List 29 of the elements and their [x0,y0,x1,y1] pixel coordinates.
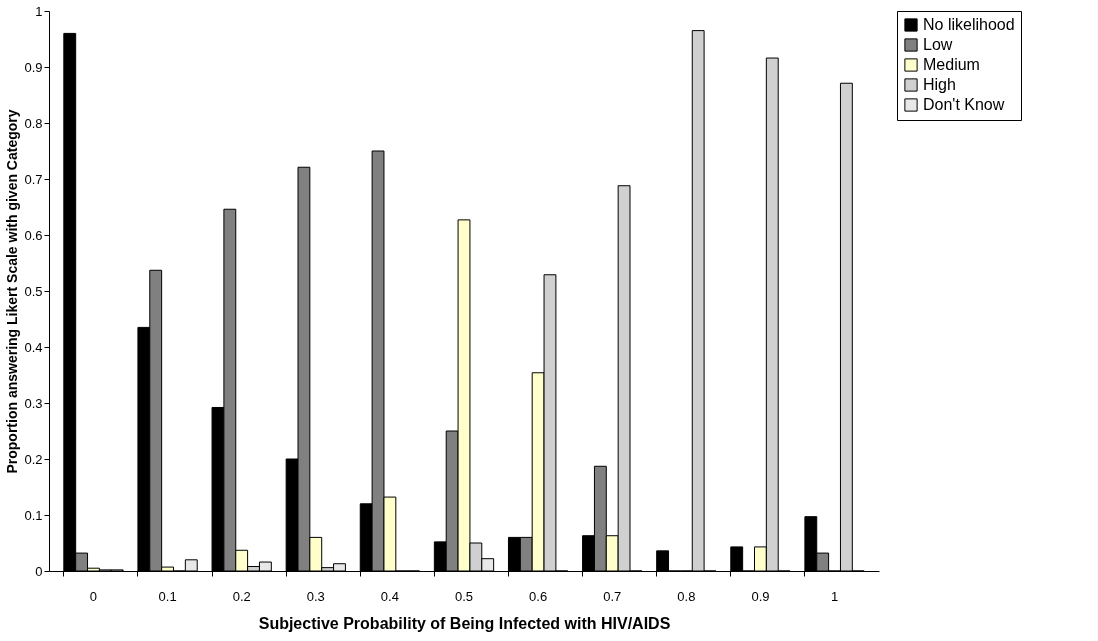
y-tick-label: 0.8 [24,115,43,131]
x-tick-label: 0.9 [751,588,770,604]
y-tick-label: 1 [35,3,43,19]
x-tick-label: 0.4 [380,588,399,604]
x-tick-label: 0 [89,588,98,604]
y-tick-label: 0.1 [24,507,43,523]
y-tick-label: 0.6 [24,227,43,243]
y-tick-label: 0 [35,563,43,579]
x-tick-label: 0.6 [529,588,548,604]
legend-label: Don't Know [923,96,1005,113]
legend-label: High [923,76,956,93]
x-axis-title: Subjective Probability of Being Infected with HIV/AIDS [258,614,671,632]
y-tick-label: 0.9 [24,59,43,75]
legend-label: No likelihood [923,16,1015,33]
x-tick-label: 0.5 [454,588,474,604]
x-tick-label: 0.7 [603,588,622,604]
y-tick-label: 0.5 [24,283,43,299]
x-tick-label: 0.1 [158,588,177,604]
y-tick-label: 0.3 [24,395,43,411]
x-tick-label: 0.8 [677,588,696,604]
x-tick-label: 0.2 [232,588,251,604]
x-tick-label: 1 [830,588,839,604]
legend-label: Medium [923,56,980,73]
y-tick-label: 0.4 [24,339,43,355]
x-tick-label: 0.3 [306,588,325,604]
y-axis-title: Proportion answering Likert Scale with given Category [4,109,21,474]
legend-label: Low [923,36,953,53]
y-tick-label: 0.2 [24,451,43,467]
y-tick-label: 0.7 [24,171,43,187]
